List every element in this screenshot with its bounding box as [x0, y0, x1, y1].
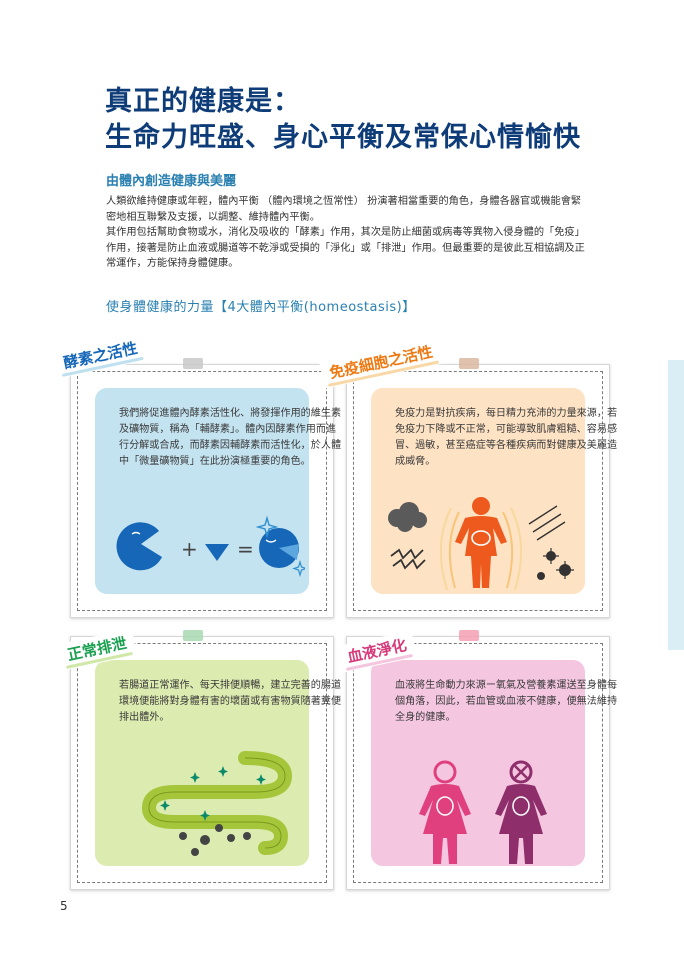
dashed-border: [353, 371, 603, 611]
sparkle-icon: [160, 800, 170, 811]
equals-sign: =: [237, 537, 254, 561]
arrows-icon: [528, 505, 566, 541]
side-tab: [668, 360, 684, 650]
plus-sign: +: [181, 537, 198, 561]
intestine-icon: [141, 751, 293, 855]
card-text: 免疫力是對抗疾病，每日精力充沛的力量來源，若免疫力下降或不正常，可能導致肌膚粗糙…: [395, 408, 618, 467]
card-panel: 血液將生命動力來源ー氧氣及營養素運送至身體每個角落，因此，若血管或血液不健康，便…: [371, 660, 617, 866]
card-panel: 免疫力是對抗疾病，每日精力充沛的力量來源，若免疫力下降或不正常，可能導致肌膚粗糙…: [371, 388, 617, 594]
bacteria-icon: [179, 824, 251, 856]
enzyme-pacman-icon: [116, 522, 162, 571]
card-panel: 我們將促進體內酵素活性化、將發揮作用的維生素及礦物質，稱為「輔酵素」。體內因酵素…: [95, 388, 341, 594]
tape: [183, 630, 203, 641]
subtitle: 由體內創造健康與美麗: [106, 174, 237, 189]
virus-icon: [537, 551, 571, 580]
card-blood: 血液將生命動力來源ー氧氣及營養素運送至身體每個角落，因此，若血管或血液不健康，便…: [346, 630, 617, 890]
sparkle-icon: [292, 559, 305, 578]
sparkle-icon: [255, 515, 279, 539]
zigzag-icon: [390, 548, 424, 560]
card-excretion: 若腸道正常運作、每天排便順暢，建立完善的腸道環境便能將對身體有害的壞菌或有害物質…: [70, 630, 341, 890]
card-text: 若腸道正常運作、每天排便順暢，建立完善的腸道環境便能將對身體有害的壞菌或有害物質…: [119, 680, 342, 723]
page-number: 5: [60, 899, 68, 913]
sparkle-icon: [200, 810, 210, 821]
sparkle-icon: [190, 772, 200, 783]
dashed-border: [77, 371, 327, 611]
immunity-illustration: [388, 497, 574, 591]
healthy-woman-icon: [419, 760, 471, 864]
sparkle-icon: [256, 774, 266, 785]
intestine-illustration: [141, 751, 293, 856]
page-title: 真正的健康是： 生命力旺盛、身心平衡及常保心情愉快: [105, 84, 581, 156]
unhealthy-woman-icon: [495, 760, 547, 864]
card-panel: 若腸道正常運作、每天排便順暢，建立完善的腸道環境便能將對身體有害的壞菌或有害物質…: [95, 660, 341, 866]
smoke-cloud-icon: [388, 502, 427, 532]
tape: [183, 358, 203, 369]
blood-illustration: [419, 760, 547, 864]
person-head-icon: [472, 497, 490, 515]
title-line-1: 真正的健康是：: [105, 86, 301, 117]
section-heading: 使身體健康的力量【4大體內平衡(homeostasis)】: [106, 300, 416, 315]
tape: [459, 630, 479, 641]
tape: [459, 358, 479, 369]
title-line-2: 生命力旺盛、身心平衡及常保心情愉快: [105, 122, 581, 153]
sparkle-icon: [218, 766, 228, 777]
person-body-icon: [455, 516, 507, 588]
card-enzyme: 我們將促進體內酵素活性化、將發揮作用的維生素及礦物質，稱為「輔酵素」。體內因酵素…: [70, 358, 341, 618]
coenzyme-wedge-icon: [205, 544, 229, 561]
intro-paragraph-2: 其作用包括幫助食物或水，消化及吸收的「酵素」作用，其次是防止細菌或病毒等異物入侵…: [106, 227, 585, 269]
dashed-border: [77, 643, 327, 883]
card-text: 血液將生命動力來源ー氧氣及營養素運送至身體每個角落，因此，若血管或血液不健康，便…: [395, 680, 618, 723]
intro-text: 人類欲維持健康或年輕，體內平衡 （體內環境之恆常性） 扮演著相當重要的角色，身體…: [106, 194, 590, 272]
dashed-border: [353, 643, 603, 883]
card-immunity: 免疫力是對抗疾病，每日精力充沛的力量來源，若免疫力下降或不正常，可能導致肌膚粗糙…: [346, 358, 617, 618]
card-text: 我們將促進體內酵素活性化、將發揮作用的維生素及礦物質，稱為「輔酵素」。體內因酵素…: [119, 408, 342, 467]
intro-paragraph-1: 人類欲維持健康或年輕，體內平衡 （體內環境之恆常性） 扮演著相當重要的角色，身體…: [106, 196, 582, 223]
enzyme-illustration: + =: [116, 515, 305, 578]
